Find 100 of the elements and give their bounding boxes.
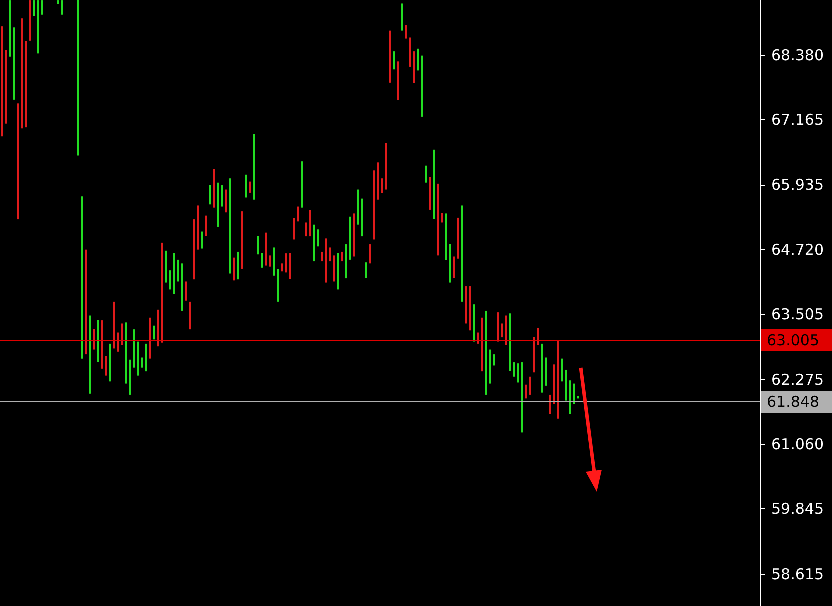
bar xyxy=(345,244,347,279)
bar xyxy=(513,362,515,377)
bar xyxy=(89,316,91,394)
bar xyxy=(153,326,155,340)
bar xyxy=(245,174,247,198)
bar xyxy=(501,324,503,338)
bar xyxy=(369,244,371,264)
bar xyxy=(417,48,419,71)
bar xyxy=(149,318,151,359)
bar xyxy=(281,264,283,272)
bar xyxy=(233,258,235,281)
bar xyxy=(401,4,403,31)
bar xyxy=(41,0,43,15)
y-tick-label: 62.275 xyxy=(772,370,824,389)
bar xyxy=(261,253,263,268)
bar xyxy=(253,134,255,200)
y-tick-label: 61.060 xyxy=(772,435,824,454)
bar xyxy=(405,26,407,39)
bar xyxy=(317,230,319,247)
bar xyxy=(221,186,223,207)
bar xyxy=(537,328,539,345)
bar xyxy=(409,38,411,67)
bar xyxy=(397,62,399,100)
bar xyxy=(137,342,139,376)
bar xyxy=(257,236,259,255)
bar xyxy=(321,252,323,262)
bar xyxy=(181,264,183,311)
bar xyxy=(301,162,303,208)
bar xyxy=(497,312,499,342)
bar xyxy=(521,362,523,433)
bar xyxy=(229,178,231,274)
bar xyxy=(325,238,327,283)
bar xyxy=(165,250,167,283)
bar xyxy=(157,310,159,347)
bar xyxy=(393,52,395,70)
bar xyxy=(265,232,267,266)
bar xyxy=(437,184,439,256)
bar xyxy=(441,213,443,223)
bar xyxy=(249,182,251,193)
y-tick-label: 67.165 xyxy=(772,110,824,129)
bar xyxy=(481,318,483,372)
bar xyxy=(109,344,111,382)
bar xyxy=(469,286,471,331)
bar xyxy=(313,224,315,262)
bar xyxy=(545,358,547,386)
bar xyxy=(277,270,279,302)
bar xyxy=(477,332,479,344)
bar xyxy=(209,184,211,205)
bar xyxy=(81,196,83,359)
bar xyxy=(449,244,451,283)
bar xyxy=(573,384,575,404)
bar xyxy=(489,350,491,384)
bar xyxy=(17,104,19,220)
bar xyxy=(213,169,215,208)
bar xyxy=(205,216,207,236)
bar xyxy=(561,358,563,382)
bar xyxy=(413,52,415,84)
bar xyxy=(13,28,15,100)
bar xyxy=(161,242,163,343)
y-tick-label: 58.615 xyxy=(772,565,824,584)
y-tick-label: 64.720 xyxy=(772,240,824,259)
bar xyxy=(309,210,311,237)
bar xyxy=(29,0,31,41)
bar xyxy=(185,282,187,301)
bar xyxy=(237,252,239,280)
bar xyxy=(117,332,119,352)
bar xyxy=(337,253,339,290)
bar xyxy=(145,344,147,372)
bar xyxy=(433,150,435,220)
bar xyxy=(329,248,331,262)
bar xyxy=(141,358,143,368)
ref-line-label: 61.848 xyxy=(767,392,820,411)
bar xyxy=(177,260,179,282)
bar xyxy=(133,330,135,368)
bar xyxy=(421,56,423,117)
bar xyxy=(289,253,291,280)
bar xyxy=(553,364,555,404)
bar xyxy=(457,218,459,259)
bar xyxy=(5,50,7,124)
y-tick-label: 63.505 xyxy=(772,305,824,324)
bar xyxy=(509,314,511,372)
bar xyxy=(77,0,79,156)
bar xyxy=(533,337,535,373)
y-tick-label: 68.380 xyxy=(772,46,824,64)
bar xyxy=(541,344,543,393)
bar xyxy=(353,214,355,257)
bar xyxy=(557,340,559,419)
bar xyxy=(101,320,103,369)
bar xyxy=(169,270,171,290)
bar xyxy=(305,222,307,237)
bar xyxy=(333,256,335,282)
bar xyxy=(373,170,375,240)
bar xyxy=(361,198,363,237)
bar xyxy=(525,384,527,399)
bar xyxy=(197,206,199,250)
bar xyxy=(285,254,287,273)
bar xyxy=(61,0,63,15)
bar xyxy=(389,30,391,83)
bar xyxy=(569,380,571,414)
bar xyxy=(225,190,227,213)
